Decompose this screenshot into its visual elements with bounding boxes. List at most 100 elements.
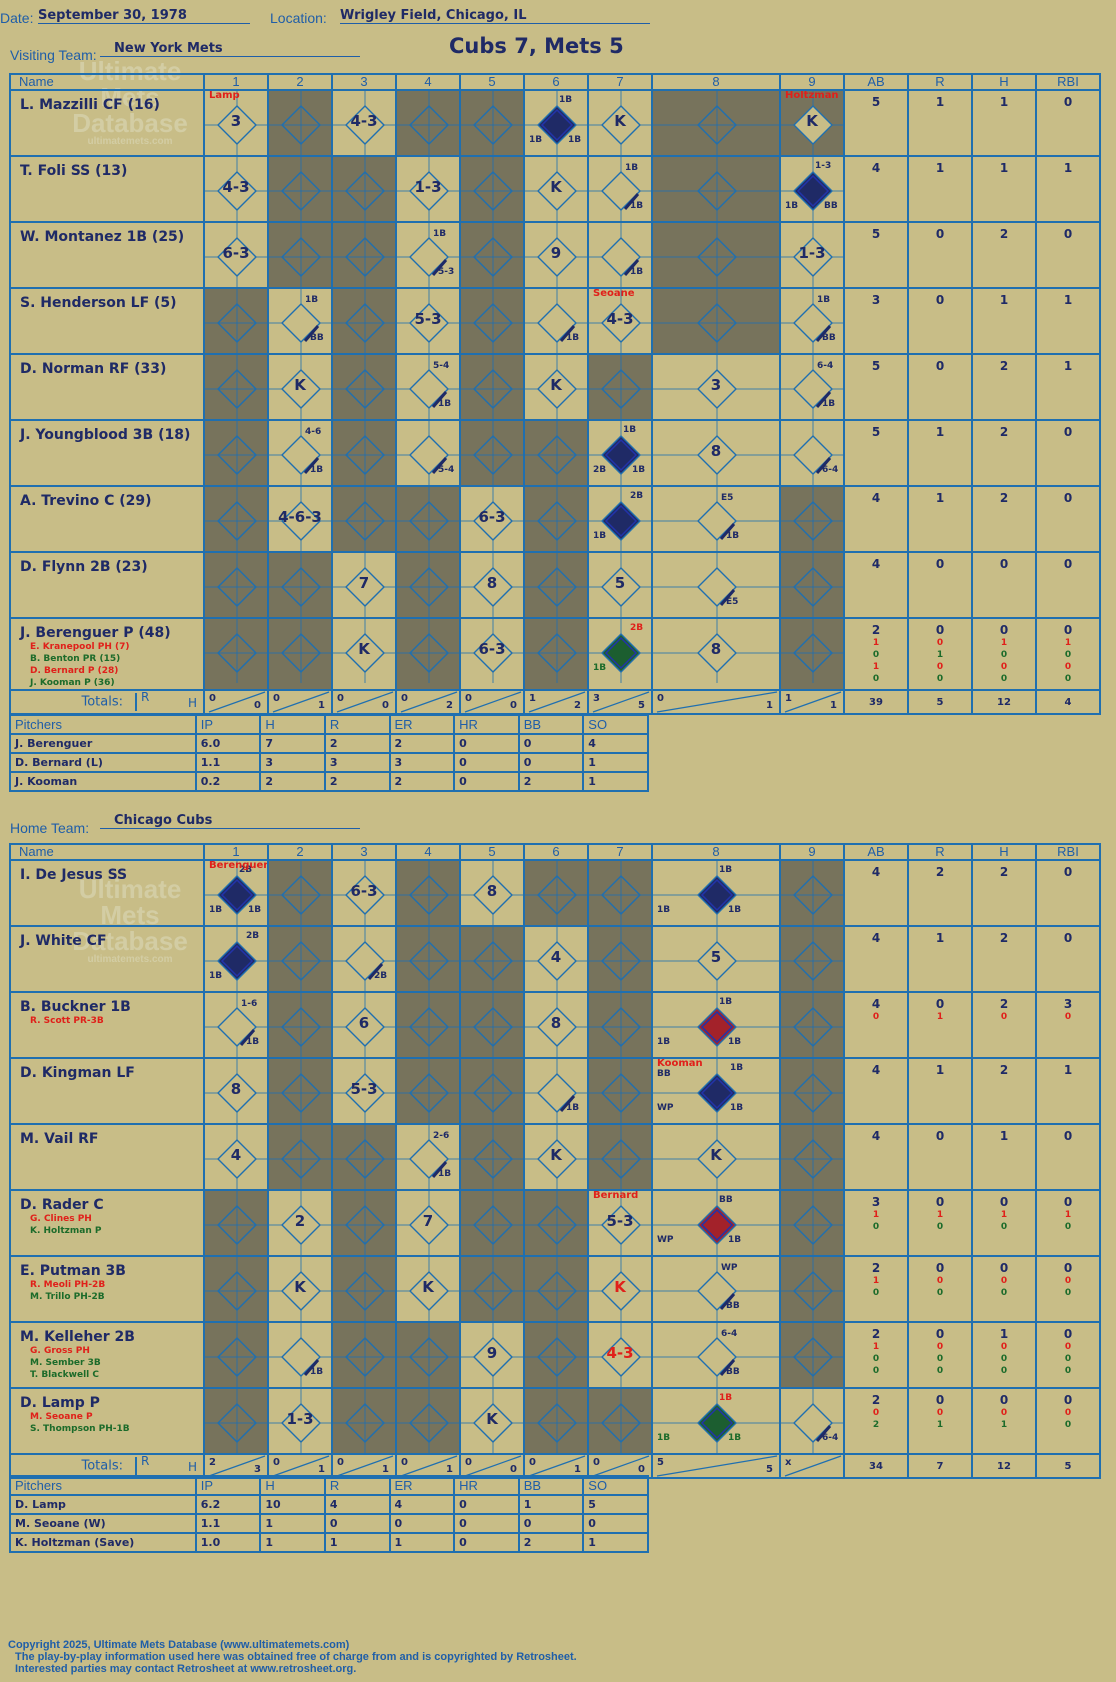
batter-name: B. Buckner 1B bbox=[20, 999, 131, 1015]
play-result: K bbox=[294, 376, 306, 394]
base-note: E5 bbox=[721, 493, 734, 503]
inning-runs: 0 bbox=[337, 693, 344, 704]
diamond-icon bbox=[590, 928, 650, 990]
inning-9-cell bbox=[779, 991, 845, 1059]
pitcher-row: D. Bernard (L) 1.1 3 3 3 0 0 1 bbox=[9, 752, 649, 773]
stat-h: 2 bbox=[971, 859, 1037, 927]
stat-h: 1 bbox=[971, 287, 1037, 355]
inning-5-cell bbox=[459, 155, 525, 223]
diamond-icon bbox=[526, 1060, 586, 1122]
diamond-icon bbox=[654, 1060, 778, 1122]
stat-ab: 5 bbox=[843, 353, 909, 421]
stat-rbi-value: 1 bbox=[1063, 1063, 1073, 1077]
stat-rbi-value: 0 bbox=[1063, 623, 1073, 637]
diamond-icon bbox=[462, 862, 522, 924]
stat-h: 2 bbox=[971, 925, 1037, 993]
base-note: 1B bbox=[657, 1433, 671, 1443]
inning-9-cell bbox=[779, 1189, 845, 1257]
stat-ab-value: 5 bbox=[871, 359, 881, 373]
pitcher-stat: 0 bbox=[453, 1494, 520, 1515]
inning-4-cell: 5-4 1B bbox=[395, 353, 461, 421]
inning-2-cell: K bbox=[267, 1255, 333, 1323]
diamond-icon bbox=[270, 994, 330, 1056]
substitute-name: M. Sember 3B bbox=[30, 1358, 101, 1368]
base-note: 4-6 bbox=[305, 427, 322, 437]
column-header-inning: 5 bbox=[459, 73, 525, 91]
diamond-icon bbox=[654, 92, 778, 154]
inning-1-cell: 6-3 bbox=[203, 221, 269, 289]
stat-r-value: 0 bbox=[935, 1261, 945, 1275]
base-note: 1B bbox=[657, 1037, 671, 1047]
play-result: 8 bbox=[230, 1080, 242, 1098]
inning-6-cell bbox=[523, 1321, 589, 1389]
stat-h-value: 0 bbox=[999, 1393, 1009, 1407]
sub-stat-h: 0 bbox=[1000, 1288, 1008, 1298]
total-slash-icon bbox=[784, 1456, 842, 1476]
stat-rbi: 1 bbox=[1035, 353, 1101, 421]
inning-5-cell bbox=[459, 925, 525, 993]
stat-h-value: 2 bbox=[999, 1063, 1009, 1077]
batter-name: D. Rader C bbox=[20, 1197, 104, 1213]
play-result: 8 bbox=[710, 442, 722, 460]
column-header-inning: 2 bbox=[267, 73, 333, 91]
diamond-icon bbox=[654, 1390, 778, 1452]
diamond-icon bbox=[590, 488, 650, 550]
diamond-icon bbox=[590, 554, 650, 616]
pitcher-row: K. Holtzman (Save) 1.0 1 1 1 0 2 1 bbox=[9, 1532, 649, 1553]
diamond-icon bbox=[334, 224, 394, 286]
inning-8-cell bbox=[651, 287, 781, 355]
stat-rbi: 0 bbox=[1035, 485, 1101, 553]
substitute-name: M. Seoane P bbox=[30, 1412, 93, 1422]
stat-r: 0 bbox=[907, 287, 973, 355]
diamond-icon bbox=[270, 92, 330, 154]
substitute-name: K. Holtzman P bbox=[30, 1226, 102, 1236]
pitcher-stat: 0 bbox=[388, 1513, 456, 1534]
batter-name: E. Putman 3B bbox=[20, 1263, 126, 1279]
total-slash-icon bbox=[528, 1456, 586, 1476]
diamond-icon bbox=[590, 1192, 650, 1254]
pitcher-stat: 3 bbox=[323, 752, 391, 773]
stat-rbi-value: 1 bbox=[1063, 359, 1073, 373]
diamond-icon bbox=[398, 1258, 458, 1320]
inning-3-cell: 6 bbox=[331, 991, 397, 1059]
diamond-icon bbox=[526, 1258, 586, 1320]
pitcher-stat: 0 bbox=[517, 752, 585, 773]
diamond-icon bbox=[782, 488, 842, 550]
sub-stat-r: 0 bbox=[936, 1288, 944, 1298]
stat-h: 2 bbox=[971, 221, 1037, 289]
pitcher-stat: 0 bbox=[582, 1513, 649, 1534]
diamond-icon bbox=[590, 620, 650, 683]
stat-h-value: 0 bbox=[999, 1195, 1009, 1209]
inning-runs: 0 bbox=[337, 1457, 344, 1468]
diamond-icon bbox=[334, 1258, 394, 1320]
stat-h: 1 bbox=[971, 1123, 1037, 1191]
inning-3-cell bbox=[331, 221, 397, 289]
inning-4-cell bbox=[395, 1057, 461, 1125]
inning-4-cell bbox=[395, 1321, 461, 1389]
inning-2-cell bbox=[267, 155, 333, 223]
pitching-change: Bernard bbox=[593, 1190, 639, 1201]
base-note: 1B bbox=[559, 95, 573, 105]
stat-rbi-value: 0 bbox=[1063, 95, 1073, 109]
diamond-icon bbox=[334, 1390, 394, 1452]
inning-2-cell: 4-6-3 bbox=[267, 485, 333, 553]
base-note: 1B bbox=[623, 425, 637, 435]
stat-r: 1 bbox=[907, 155, 973, 223]
sub-stat-ab: 1 bbox=[872, 1276, 880, 1286]
base-note: 5-4 bbox=[438, 465, 455, 475]
sub-stat-rbi: 0 bbox=[1064, 1288, 1072, 1298]
play-result: 1-3 bbox=[414, 178, 442, 196]
inning-8-cell: BB 1B WP 1B Kooman bbox=[651, 1057, 781, 1125]
total-slash-icon bbox=[656, 692, 778, 712]
inning-runs: 0 bbox=[657, 693, 664, 704]
substitute-name: G. Gross PH bbox=[30, 1346, 90, 1356]
diamond-icon bbox=[462, 1126, 522, 1188]
diamond-icon bbox=[206, 92, 266, 154]
inning-9-cell: 6-4 bbox=[779, 419, 845, 487]
inning-4-cell bbox=[395, 485, 461, 553]
